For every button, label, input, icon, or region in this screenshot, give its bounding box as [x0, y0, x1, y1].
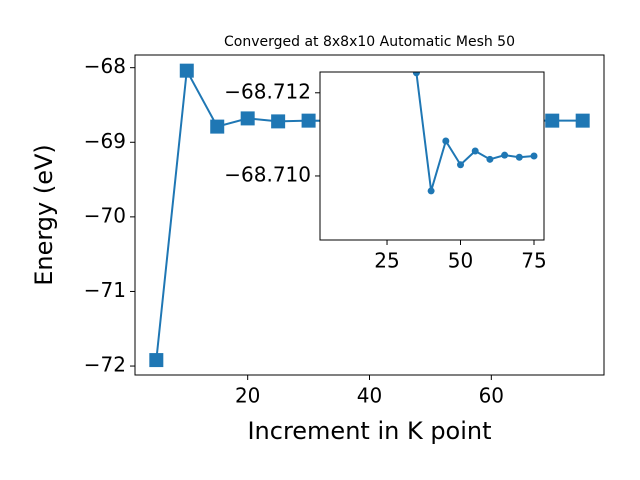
x-tick-label: 20: [235, 384, 260, 408]
y-tick-label: −72: [84, 353, 126, 377]
y-tick-label: −68: [84, 54, 126, 78]
data-point: [530, 152, 538, 160]
data-point: [427, 187, 435, 195]
data-point: [240, 111, 255, 126]
data-point: [442, 137, 450, 145]
x-axis-label: Increment in K point: [247, 417, 491, 445]
x-tick-label: 60: [479, 384, 504, 408]
plot-area: [412, 72, 538, 195]
axes-frame: [319, 71, 545, 241]
data-point: [486, 155, 494, 163]
data-point: [457, 161, 465, 169]
y-tick-label: −69: [84, 129, 126, 153]
data-point: [301, 113, 316, 128]
data-point: [515, 153, 523, 161]
x-tick-label: 25: [374, 249, 399, 273]
y-tick-label: −68.710: [224, 162, 311, 186]
chart-title: Converged at 8x8x10 Automatic Mesh 50: [224, 34, 515, 50]
y-axis-label: Energy (eV): [30, 144, 58, 286]
data-point: [271, 114, 286, 129]
data-point: [575, 113, 590, 128]
y-tick-label: −71: [84, 278, 126, 302]
x-tick-label: 75: [521, 249, 546, 273]
data-point: [412, 72, 420, 77]
x-tick-label: 50: [448, 249, 473, 273]
data-point: [210, 119, 225, 134]
x-tick-label: 40: [357, 384, 382, 408]
y-tick-label: −68.712: [224, 79, 311, 103]
y-tick-label: −70: [84, 203, 126, 227]
data-point: [149, 353, 164, 368]
data-point: [179, 63, 194, 78]
data-point: [501, 151, 509, 159]
data-point: [545, 113, 560, 128]
data-point: [471, 147, 479, 155]
axes: 25 50 75 −68.710 −68.712: [224, 71, 547, 273]
